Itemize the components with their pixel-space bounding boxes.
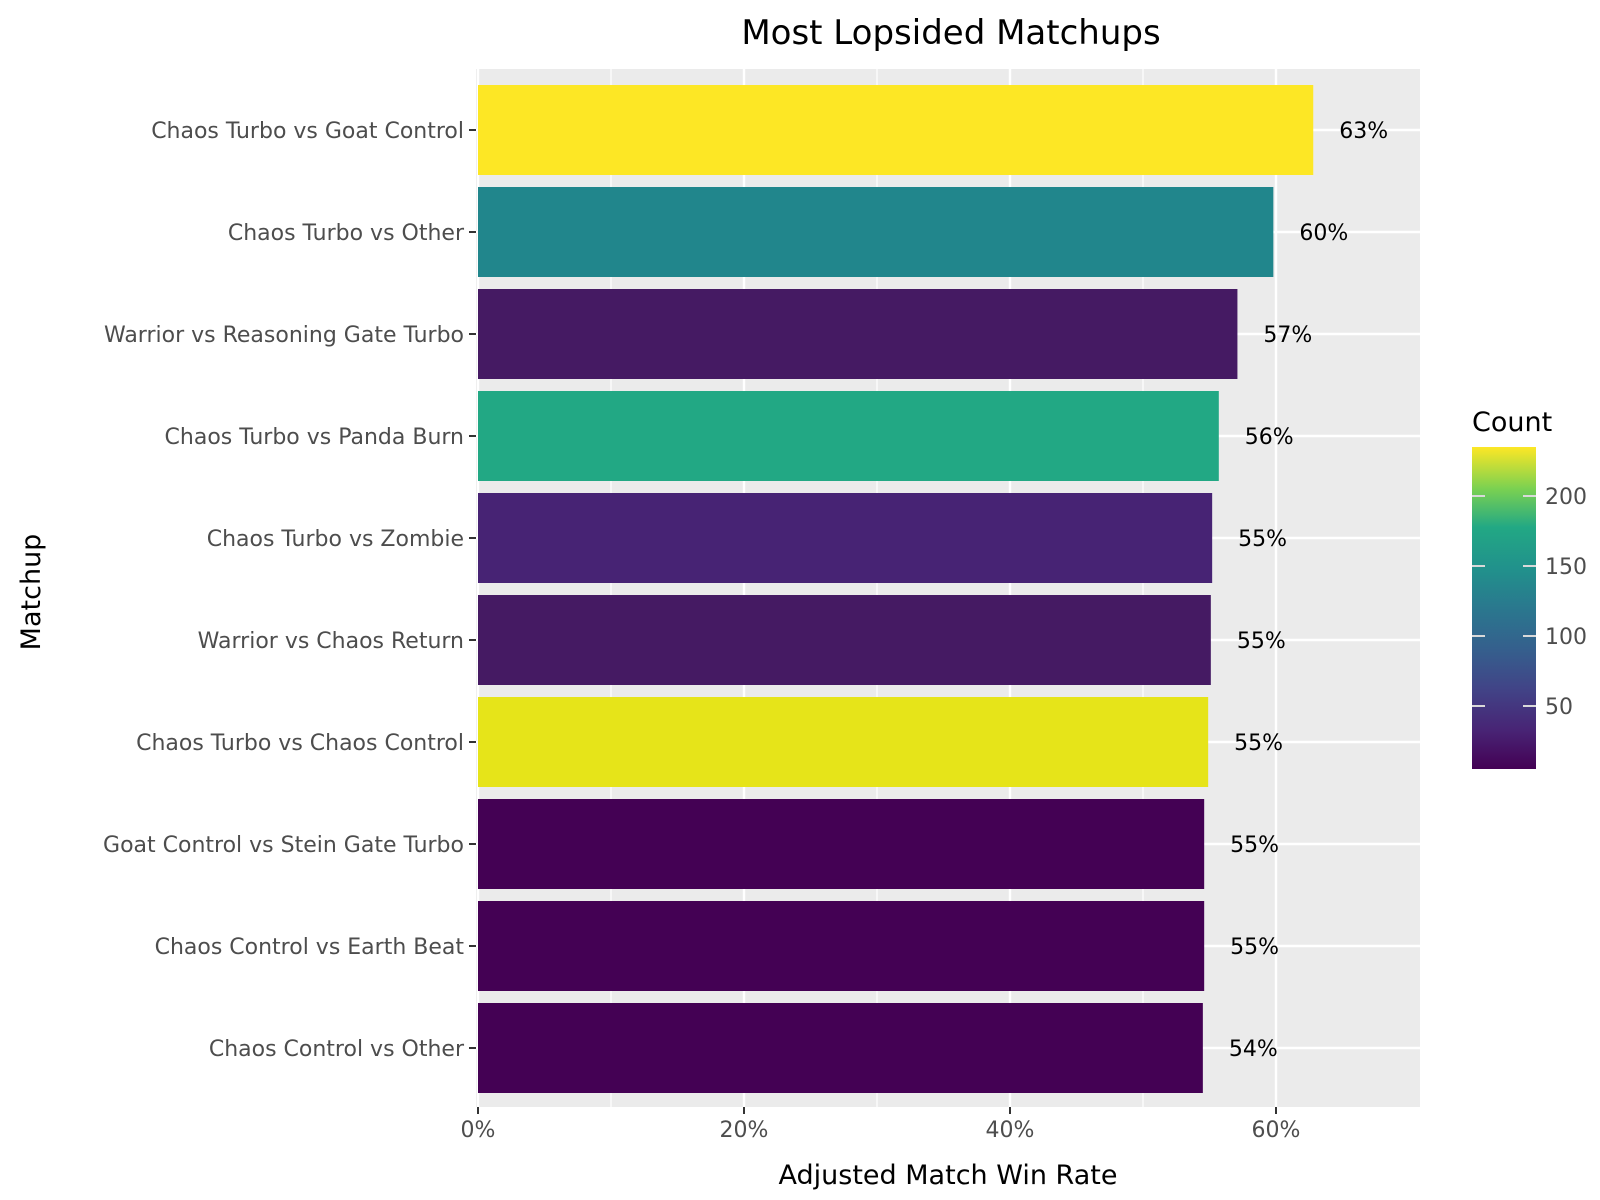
bar (478, 1003, 1203, 1093)
bars (478, 85, 1314, 1093)
bar (478, 901, 1205, 991)
x-tick-label: 60% (1252, 1118, 1301, 1143)
legend: Count 50 100 150 200 (1472, 407, 1587, 769)
category-label: Chaos Turbo vs Chaos Control (136, 731, 464, 756)
bar-value-label: 55% (1234, 731, 1283, 756)
x-tick-label: 0% (461, 1118, 496, 1143)
bar (478, 493, 1213, 583)
bar (478, 289, 1238, 379)
bar-value-label: 55% (1237, 629, 1286, 654)
bar-labels: 63% 60% 57% 56% 55% 55% 55% 55% 55% 54% (1229, 119, 1388, 1062)
category-label: Chaos Control vs Other (209, 1037, 465, 1062)
category-label: Chaos Turbo vs Other (228, 221, 465, 246)
x-tick-label: 40% (986, 1118, 1035, 1143)
bar-value-label: 57% (1263, 323, 1312, 348)
bar-value-label: 60% (1299, 221, 1348, 246)
bar-value-label: 54% (1229, 1037, 1278, 1062)
bar-value-label: 55% (1230, 833, 1279, 858)
bar (478, 391, 1219, 481)
colorbar-tick-label: 100 (1545, 625, 1587, 650)
colorbar-tick-label: 50 (1545, 695, 1573, 720)
bar (478, 187, 1274, 277)
category-label: Chaos Turbo vs Panda Burn (165, 425, 464, 450)
category-label: Goat Control vs Stein Gate Turbo (103, 833, 464, 858)
category-label: Chaos Control vs Earth Beat (155, 935, 465, 960)
category-label: Warrior vs Reasoning Gate Turbo (104, 323, 464, 348)
legend-title: Count (1472, 407, 1552, 438)
colorbar-tick-label: 150 (1545, 555, 1587, 580)
bar-value-label: 63% (1339, 119, 1388, 144)
bar (478, 85, 1314, 175)
y-axis: Chaos Turbo vs Goat Control Chaos Turbo v… (103, 119, 476, 1062)
bar-value-label: 56% (1245, 425, 1294, 450)
bar-value-label: 55% (1230, 935, 1279, 960)
bar-value-label: 55% (1238, 527, 1287, 552)
y-axis-title: Matchup (16, 534, 47, 651)
x-axis-title: Adjusted Match Win Rate (779, 1160, 1118, 1191)
bar (478, 799, 1205, 889)
category-label: Chaos Turbo vs Zombie (207, 527, 464, 552)
x-tick-label: 20% (720, 1118, 769, 1143)
bar (478, 595, 1211, 685)
category-label: Chaos Turbo vs Goat Control (151, 119, 464, 144)
category-label: Warrior vs Chaos Return (198, 629, 464, 654)
colorbar-ticks: 50 100 150 200 (1472, 485, 1587, 720)
colorbar (1472, 447, 1536, 769)
bar (478, 697, 1209, 787)
chart-title: Most Lopsided Matchups (741, 13, 1160, 53)
x-axis: 0% 20% 40% 60% (461, 1107, 1301, 1143)
colorbar-tick-label: 200 (1545, 485, 1587, 510)
